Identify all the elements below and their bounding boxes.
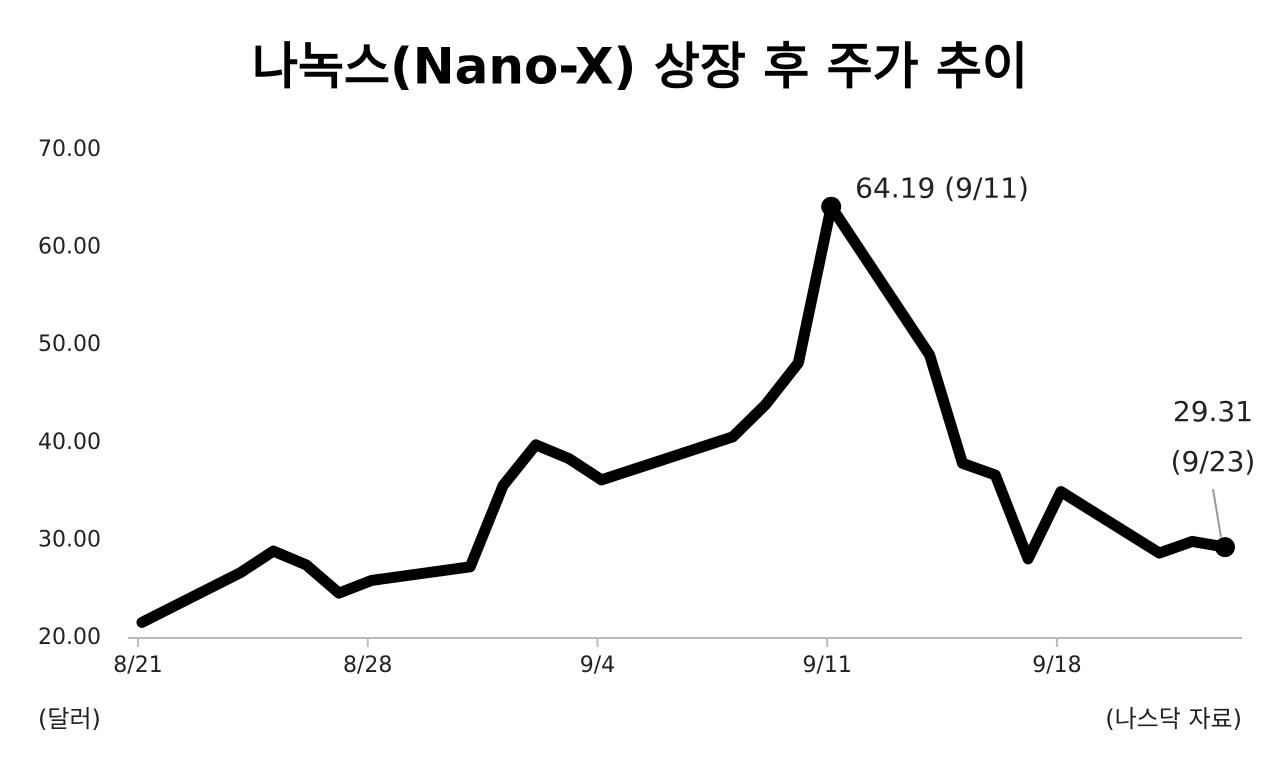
chart-title: 나녹스(Nano-X) 상장 후 주가 추이: [252, 38, 1028, 96]
y-tick-label: 50.00: [38, 332, 101, 357]
y-tick-label: 30.00: [38, 527, 101, 552]
y-unit-label: (달러): [38, 705, 101, 733]
y-tick-label: 70.00: [38, 137, 101, 162]
y-tick-label: 20.00: [38, 625, 101, 650]
price-line: [136, 201, 1231, 628]
highlight-dot: [821, 196, 842, 217]
x-tick-label: 9/18: [1032, 653, 1081, 678]
x-tick-label: 8/21: [113, 653, 162, 678]
highlight-dot: [1215, 537, 1235, 558]
x-tick-label: 8/28: [343, 653, 392, 678]
y-tick-label: 60.00: [38, 235, 101, 260]
annotation: 64.19 (9/11): [855, 172, 1029, 205]
x-tick-label: 9/4: [580, 653, 615, 678]
annotation: 29.31: [1173, 395, 1253, 428]
source: (나스닥 자료): [1105, 705, 1242, 733]
x-tick-label: 9/11: [802, 653, 851, 678]
y-tick-label: 40.00: [38, 430, 101, 455]
annotation: (9/23): [1171, 445, 1256, 478]
annotation-pointer: [1212, 488, 1222, 538]
